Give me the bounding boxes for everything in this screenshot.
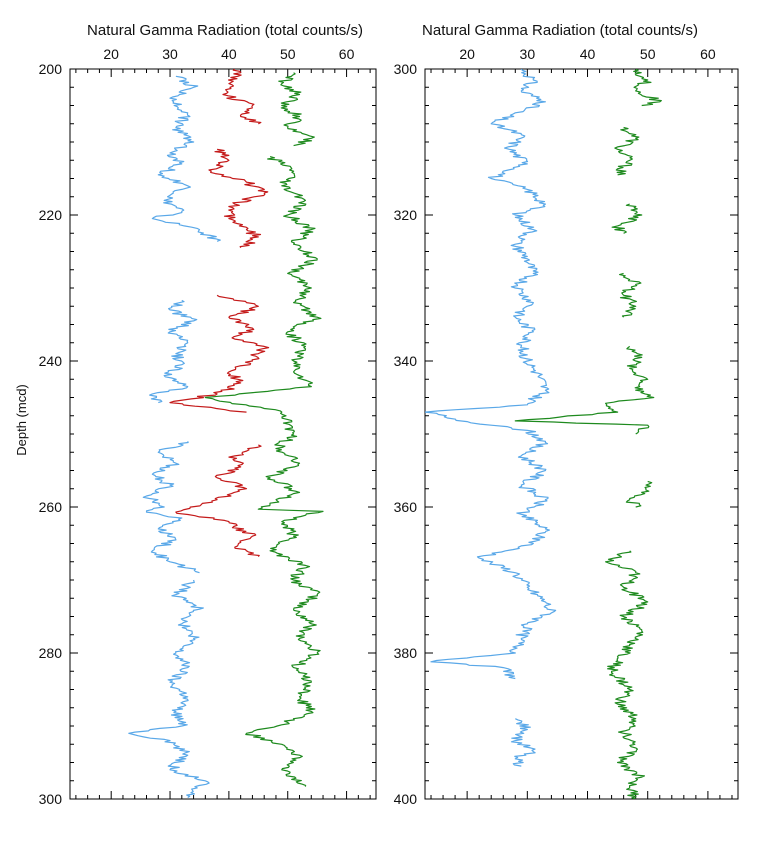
right-x-tick-label: 50 bbox=[640, 46, 656, 62]
left-x-tick-label: 20 bbox=[103, 46, 119, 62]
right-green-log-segment bbox=[605, 550, 649, 799]
right-green-series bbox=[514, 69, 662, 799]
right-y-tick-label: 360 bbox=[394, 499, 418, 515]
left-panel: Natural Gamma Radiation (total counts/s)… bbox=[14, 22, 377, 807]
left-x-axis-title: Natural Gamma Radiation (total counts/s) bbox=[87, 22, 363, 39]
right-green-log-segment bbox=[633, 69, 662, 107]
right-blue-series bbox=[425, 69, 557, 767]
right-green-log-segment bbox=[514, 345, 655, 435]
left-blue-log-segment bbox=[149, 299, 198, 404]
right-green-log-segment bbox=[611, 203, 643, 234]
left-red-log-segment bbox=[222, 69, 262, 125]
right-blue-log-segment bbox=[425, 69, 557, 680]
left-blue-log-segment bbox=[128, 579, 210, 799]
right-y-tick-label: 400 bbox=[394, 791, 418, 807]
right-green-log-segment bbox=[619, 272, 642, 318]
left-blue-log-segment bbox=[151, 75, 221, 242]
left-x-tick-label: 60 bbox=[339, 46, 355, 62]
left-green-series bbox=[204, 72, 324, 787]
right-x-axis-title: Natural Gamma Radiation (total counts/s) bbox=[422, 22, 698, 39]
left-y-tick-label: 300 bbox=[39, 791, 63, 807]
left-red-log-segment bbox=[175, 444, 262, 557]
right-plot-frame bbox=[424, 68, 739, 800]
left-blue-log-segment bbox=[142, 441, 200, 574]
right-x-tick-label: 60 bbox=[700, 46, 716, 62]
right-blue-log-segment bbox=[510, 718, 536, 767]
right-y-tick-label: 340 bbox=[394, 353, 418, 369]
left-green-log-segment bbox=[278, 72, 315, 147]
right-panel: Natural Gamma Radiation (total counts/s)… bbox=[394, 22, 739, 807]
y-axis-label: Depth (mcd) bbox=[14, 384, 29, 456]
left-y-tick-label: 220 bbox=[39, 207, 63, 223]
right-y-tick-label: 300 bbox=[394, 61, 418, 77]
left-red-series bbox=[169, 69, 270, 557]
right-x-tick-label: 20 bbox=[459, 46, 475, 62]
right-green-log-segment bbox=[625, 480, 653, 508]
left-y-tick-label: 260 bbox=[39, 499, 63, 515]
left-red-log-segment bbox=[169, 294, 270, 413]
left-y-tick-label: 280 bbox=[39, 645, 63, 661]
left-x-tick-label: 30 bbox=[162, 46, 178, 62]
right-y-tick-label: 320 bbox=[394, 207, 418, 223]
left-y-tick-label: 200 bbox=[39, 61, 63, 77]
left-y-tick-label: 240 bbox=[39, 353, 63, 369]
left-green-log-segment bbox=[204, 156, 324, 787]
left-red-log-segment bbox=[208, 148, 269, 249]
right-x-tick-label: 30 bbox=[520, 46, 536, 62]
left-plot-frame bbox=[69, 68, 377, 800]
right-y-tick-label: 380 bbox=[394, 645, 418, 661]
right-x-tick-label: 40 bbox=[580, 46, 596, 62]
left-x-tick-label: 50 bbox=[280, 46, 296, 62]
right-green-log-segment bbox=[614, 126, 640, 176]
left-blue-series bbox=[128, 75, 221, 799]
left-x-tick-label: 40 bbox=[221, 46, 237, 62]
